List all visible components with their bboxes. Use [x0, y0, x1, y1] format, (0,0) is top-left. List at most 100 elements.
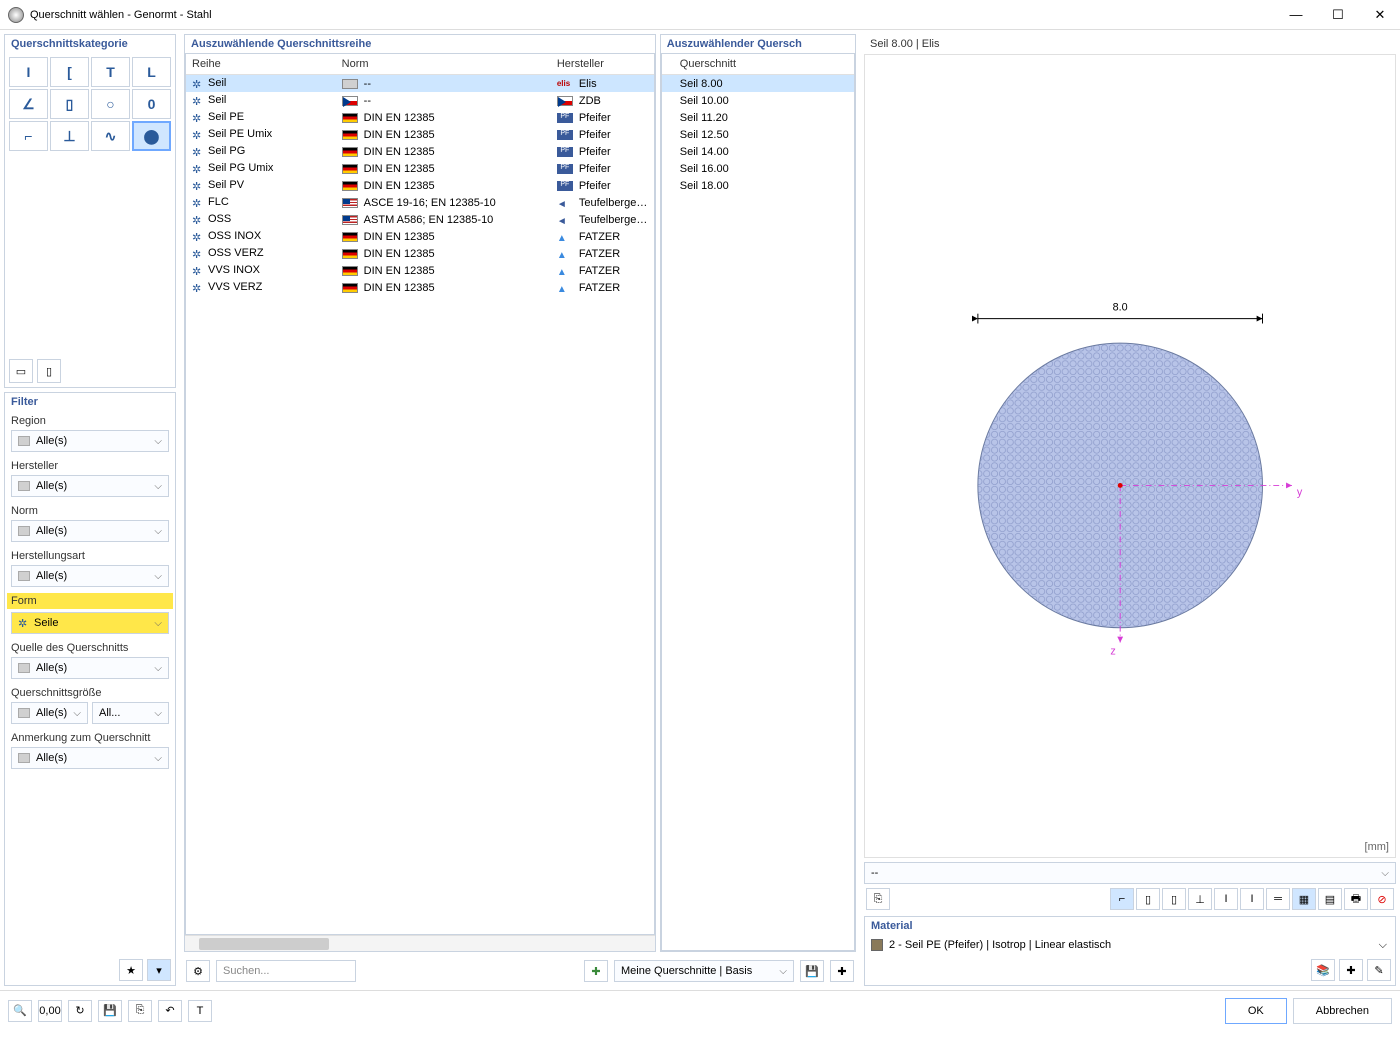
my-crosssections-combo[interactable]: Meine Querschnitte | Basis — [614, 960, 794, 982]
series-row[interactable]: ✲OSS VERZDIN EN 12385FATZER — [186, 245, 654, 262]
category-btn-1[interactable]: [ — [50, 57, 89, 87]
size-row[interactable]: Seil 10.00 — [662, 92, 854, 109]
close-button[interactable]: ✕ — [1368, 7, 1392, 23]
size-row[interactable]: Seil 14.00 — [662, 143, 854, 160]
view-axes-icon[interactable]: ⌐ — [1110, 888, 1134, 910]
new-set-icon[interactable]: ✚ — [830, 960, 854, 982]
series-row[interactable]: ✲VVS VERZDIN EN 12385FATZER — [186, 279, 654, 296]
material-edit-icon[interactable]: ✎ — [1367, 959, 1391, 981]
filter-favorite-icon[interactable]: ★ — [119, 959, 143, 981]
category-btn-8[interactable]: ⌐ — [9, 121, 48, 151]
material-library-icon[interactable]: 📚 — [1311, 959, 1335, 981]
view-dim2-icon[interactable]: ▯ — [1162, 888, 1186, 910]
add-favorite-icon[interactable]: ✚ — [584, 960, 608, 982]
filter-norm-combo[interactable]: Alle(s) — [11, 520, 169, 542]
col-norm[interactable]: Norm — [336, 54, 551, 74]
filter-herstellungsart-label: Herstellungsart — [11, 550, 169, 562]
category-btn-7[interactable]: 0 — [132, 89, 171, 119]
material-combo[interactable]: 2 - Seil PE (Pfeifer) | Isotrop | Linear… — [865, 935, 1395, 955]
series-row[interactable]: ✲OSSASTM A586; EN 12385-10Teufelberger-R… — [186, 211, 654, 228]
preview-canvas: 8.0 y z [mm] — [864, 54, 1396, 858]
textedit-icon[interactable]: T — [188, 1000, 212, 1022]
undo-icon[interactable]: ↶ — [158, 1000, 182, 1022]
material-value: 2 - Seil PE (Pfeifer) | Isotrop | Linear… — [889, 939, 1111, 951]
minimize-button[interactable]: — — [1284, 7, 1308, 23]
refresh-icon[interactable]: ↻ — [68, 1000, 92, 1022]
series-row[interactable]: ✲Seil PEDIN EN 12385PFPfeifer — [186, 109, 654, 126]
category-btn-6[interactable]: ○ — [91, 89, 130, 119]
series-row[interactable]: ✲Seil PVDIN EN 12385PFPfeifer — [186, 177, 654, 194]
filter-panel: Filter Region Alle(s) Hersteller Alle(s)… — [4, 392, 176, 986]
material-new-icon[interactable]: ✚ — [1339, 959, 1363, 981]
series-hscroll[interactable] — [185, 935, 655, 951]
series-row[interactable]: ✲Seil PGDIN EN 12385PFPfeifer — [186, 143, 654, 160]
save-set-icon[interactable]: 💾 — [800, 960, 824, 982]
series-row[interactable]: ✲VVS INOXDIN EN 12385FATZER — [186, 262, 654, 279]
size-row[interactable]: Seil 12.50 — [662, 126, 854, 143]
filter-anmerkung-combo[interactable]: Alle(s) — [11, 747, 169, 769]
filter-herstellungsart-combo[interactable]: Alle(s) — [11, 565, 169, 587]
view-stress1-icon[interactable]: ⊥ — [1188, 888, 1212, 910]
size-row[interactable]: Seil 18.00 — [662, 177, 854, 194]
sizes-panel: Auszuwählender Quersch Querschnitt Seil … — [660, 34, 856, 952]
material-panel: Material 2 - Seil PE (Pfeifer) | Isotrop… — [864, 916, 1396, 986]
category-btn-9[interactable]: ⊥ — [50, 121, 89, 151]
series-row[interactable]: ✲Seil PG UmixDIN EN 12385PFPfeifer — [186, 160, 654, 177]
save-icon[interactable]: 💾 — [98, 1000, 122, 1022]
view-stress3-icon[interactable]: I — [1240, 888, 1264, 910]
unit-label: [mm] — [1365, 841, 1389, 853]
category-panel: Querschnittskategorie I[TL∠▯○0⌐⊥∿⬤ ▭ ▯ — [4, 34, 176, 388]
filter-groesse-label: Querschnittsgröße — [11, 687, 169, 699]
category-btn-11[interactable]: ⬤ — [132, 121, 171, 151]
category-btn-3[interactable]: L — [132, 57, 171, 87]
print-icon[interactable]: 🖶 — [1344, 888, 1368, 910]
ok-button[interactable]: OK — [1225, 998, 1287, 1024]
toggle-values-icon[interactable]: ⎘ — [866, 888, 890, 910]
cancel-button[interactable]: Abbrechen — [1293, 998, 1392, 1024]
search-input[interactable]: Suchen... — [216, 960, 356, 982]
preview-title: Seil 8.00 | Elis — [864, 34, 1396, 54]
col-querschnitt[interactable]: Querschnitt — [662, 54, 742, 74]
filter-groesse-combo[interactable]: Alle(s) — [11, 702, 88, 724]
size-row[interactable]: Seil 16.00 — [662, 160, 854, 177]
app-icon — [8, 7, 24, 23]
filter-region-combo[interactable]: Alle(s) — [11, 430, 169, 452]
units-icon[interactable]: 0,00 — [38, 1000, 62, 1022]
filter-hersteller-combo[interactable]: Alle(s) — [11, 475, 169, 497]
preview-series-combo[interactable]: -- — [864, 862, 1396, 884]
series-row[interactable]: ✲Seil--elisElis — [186, 75, 654, 92]
remove-stress-icon[interactable]: ⊘ — [1370, 888, 1394, 910]
apply-section-icon[interactable]: ⚙ — [186, 960, 210, 982]
category-btn-4[interactable]: ∠ — [9, 89, 48, 119]
filter-form-combo[interactable]: ✲Seile — [11, 612, 169, 634]
series-panel: Auszuwählende Querschnittsreihe Reihe No… — [184, 34, 656, 952]
size-row[interactable]: Seil 11.20 — [662, 109, 854, 126]
category-btn-10[interactable]: ∿ — [91, 121, 130, 151]
size-row[interactable]: Seil 8.00 — [662, 75, 854, 92]
view-stress4-icon[interactable]: ═ — [1266, 888, 1290, 910]
series-row[interactable]: ✲FLCASCE 19-16; EN 12385-10Teufelberger-… — [186, 194, 654, 211]
filter-quelle-combo[interactable]: Alle(s) — [11, 657, 169, 679]
copy-icon[interactable]: ⎘ — [128, 1000, 152, 1022]
view-stress2-icon[interactable]: I — [1214, 888, 1238, 910]
maximize-button[interactable]: ☐ — [1326, 7, 1350, 23]
category-btn-0[interactable]: I — [9, 57, 48, 87]
view-dim1-icon[interactable]: ▯ — [1136, 888, 1160, 910]
series-row[interactable]: ✲OSS INOXDIN EN 12385FATZER — [186, 228, 654, 245]
series-row[interactable]: ✲Seil PE UmixDIN EN 12385PFPfeifer — [186, 126, 654, 143]
category-btn-2[interactable]: T — [91, 57, 130, 87]
filter-groesse-combo2[interactable]: All... — [92, 702, 169, 724]
help-icon[interactable]: 🔍 — [8, 1000, 32, 1022]
col-reihe[interactable]: Reihe — [186, 54, 336, 74]
category-btn-5[interactable]: ▯ — [50, 89, 89, 119]
window-title: Querschnitt wählen - Genormt - Stahl — [30, 9, 1284, 21]
series-row[interactable]: ✲Seil--ZDB — [186, 92, 654, 109]
view-hatch-icon[interactable]: ▤ — [1318, 888, 1342, 910]
col-hersteller[interactable]: Hersteller — [551, 54, 654, 74]
view-grid-icon[interactable]: ▦ — [1292, 888, 1316, 910]
filter-funnel-icon[interactable]: ▾ — [147, 959, 171, 981]
series-title: Auszuwählende Querschnittsreihe — [185, 35, 655, 53]
dim-label: 8.0 — [1113, 302, 1128, 314]
view-list-icon[interactable]: ▭ — [9, 359, 33, 383]
view-grid-icon[interactable]: ▯ — [37, 359, 61, 383]
